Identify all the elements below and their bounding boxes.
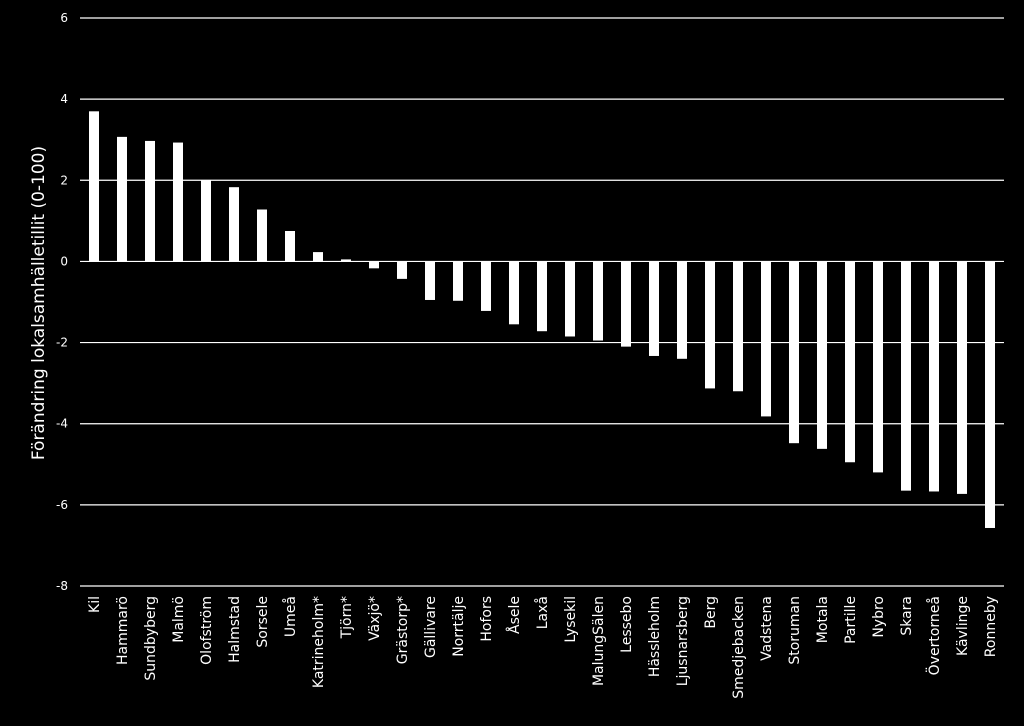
x-category-label: Övertorneå — [925, 596, 943, 675]
bar — [733, 261, 743, 392]
x-category-label: Berg — [703, 596, 719, 629]
x-category-label: Olofström — [199, 596, 215, 665]
x-category-label: Storuman — [787, 596, 803, 665]
x-category-label: Ljusnarsberg — [675, 596, 691, 686]
bar — [509, 261, 519, 325]
bar — [173, 142, 183, 262]
bar — [929, 261, 939, 492]
x-category-label: Vadstena — [759, 596, 775, 661]
bar — [845, 261, 855, 463]
x-category-label: Nybro — [871, 596, 887, 638]
bar — [201, 180, 211, 262]
bar — [89, 111, 99, 262]
x-category-label: Lysekil — [563, 596, 579, 643]
x-category-label: Grästorp* — [395, 596, 411, 664]
y-axis-title: Förändring lokalsamhälletillit (0-100) — [29, 146, 49, 460]
x-category-label: Partille — [843, 596, 859, 644]
x-category-label: Norrtälje — [451, 596, 467, 657]
bar — [873, 261, 883, 473]
bar — [397, 261, 407, 279]
y-tick-label: 2 — [60, 173, 68, 187]
x-category-label: MalungSälen — [591, 596, 607, 686]
bar — [537, 261, 547, 332]
bar — [565, 261, 575, 337]
bar — [957, 261, 967, 494]
x-category-label: Kävlinge — [955, 596, 971, 656]
bar — [229, 187, 239, 262]
x-category-label: Lessebo — [619, 596, 635, 653]
x-category-label: Halmstad — [227, 596, 243, 663]
x-category-label: Kil — [87, 596, 103, 613]
y-axis-tick-labels: -8 -6 -4 -2 0 2 4 6 — [56, 11, 68, 593]
x-category-label: Åsele — [506, 596, 523, 634]
x-category-label: Umeå — [282, 596, 299, 637]
bars — [89, 111, 995, 528]
y-tick-label: -8 — [56, 579, 68, 593]
x-category-label: Sorsele — [255, 596, 271, 648]
bar — [341, 259, 351, 262]
bar — [705, 261, 715, 389]
bar — [425, 261, 435, 300]
x-category-label: Hofors — [479, 596, 495, 642]
x-category-label: Sundbyberg — [143, 596, 159, 681]
bar — [901, 261, 911, 491]
y-tick-label: -2 — [56, 336, 68, 350]
bar — [145, 140, 155, 262]
x-category-label: Skara — [899, 596, 915, 636]
bar — [285, 231, 295, 262]
x-category-label: Smedjebacken — [731, 596, 747, 699]
y-tick-label: 0 — [60, 254, 68, 268]
x-category-label: Motala — [815, 596, 831, 643]
y-tick-label: 4 — [60, 92, 68, 106]
bar — [761, 261, 771, 417]
x-axis-category-labels: Kil Hammarö Sundbyberg Malmö Olofström Halmst… — [87, 596, 999, 699]
bar — [985, 261, 995, 528]
y-tick-label: 6 — [60, 11, 68, 25]
bar — [257, 209, 267, 262]
bar — [621, 261, 631, 347]
bar — [789, 261, 799, 444]
x-category-label: Malmö — [171, 596, 187, 643]
bar — [117, 136, 127, 262]
bar — [453, 261, 463, 301]
x-category-label: Gällivare — [423, 596, 439, 658]
x-category-label: Laxå — [534, 596, 551, 629]
y-tick-label: -6 — [56, 498, 68, 512]
x-category-label: Hammarö — [115, 596, 131, 665]
x-category-label: Katrineholm* — [311, 596, 327, 688]
x-category-label: Ronneby — [983, 596, 999, 657]
bar — [593, 261, 603, 341]
x-category-label: Hässleholm — [647, 596, 663, 677]
bar — [649, 261, 659, 356]
bar — [677, 261, 687, 359]
bar — [481, 261, 491, 311]
y-tick-label: -4 — [56, 417, 68, 431]
bar — [817, 261, 827, 449]
x-category-label: Växjö* — [367, 596, 383, 641]
bar — [313, 252, 323, 262]
bar — [369, 261, 379, 269]
x-category-label: Tjörn* — [339, 596, 355, 639]
